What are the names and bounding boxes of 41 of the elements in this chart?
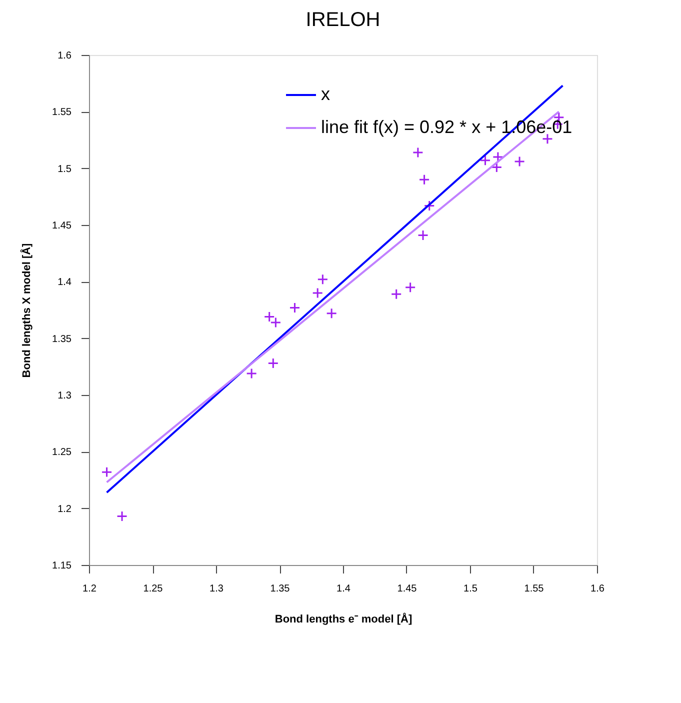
x-axis-title: Bond lengths e⁻ model [Å] bbox=[274, 612, 412, 626]
point bbox=[390, 288, 402, 300]
y-tick-label: 1.3 bbox=[58, 390, 72, 402]
y-tick-label: 1.5 bbox=[58, 164, 72, 175]
y-tick-label: 1.6 bbox=[58, 50, 72, 62]
y-tick-label: 1.35 bbox=[52, 334, 72, 345]
y-tick-label: 1.25 bbox=[52, 447, 72, 458]
y-axis-title: Bond lengths X model [Å] bbox=[20, 242, 34, 378]
point bbox=[418, 174, 430, 186]
x-tick-label: 1.5 bbox=[464, 584, 478, 594]
y-tick-label: 1.15 bbox=[52, 560, 72, 572]
point bbox=[404, 282, 416, 293]
x-tick-label: 1.25 bbox=[143, 584, 164, 594]
y-tick-label: 1.2 bbox=[58, 504, 72, 515]
x-tick-label: 1.3 bbox=[210, 584, 224, 594]
x-tick-label: 1.45 bbox=[397, 584, 418, 594]
x-tick-label: 1.55 bbox=[524, 584, 544, 594]
point bbox=[412, 146, 424, 158]
point bbox=[480, 154, 491, 166]
point bbox=[492, 152, 504, 162]
point bbox=[268, 358, 279, 369]
point bbox=[312, 288, 324, 298]
x-tick-label: 1.35 bbox=[270, 584, 290, 594]
x-tick-label: 1.6 bbox=[590, 584, 605, 594]
y-tick-label: 1.55 bbox=[52, 107, 72, 118]
point bbox=[246, 368, 258, 379]
chart-title: IRELOH bbox=[306, 9, 380, 31]
point bbox=[317, 274, 328, 285]
point bbox=[116, 510, 128, 522]
point bbox=[101, 466, 112, 478]
legend-label: x bbox=[321, 84, 330, 104]
x-tick-label: 1.4 bbox=[336, 584, 351, 594]
y-tick-label: 1.4 bbox=[58, 277, 72, 288]
x-tick-label: 1.2 bbox=[82, 584, 97, 594]
point bbox=[326, 308, 338, 319]
point bbox=[289, 302, 300, 314]
point bbox=[424, 200, 435, 212]
point bbox=[418, 230, 429, 241]
y-tick-label: 1.45 bbox=[52, 220, 72, 232]
point bbox=[514, 156, 526, 168]
point bbox=[491, 162, 502, 173]
